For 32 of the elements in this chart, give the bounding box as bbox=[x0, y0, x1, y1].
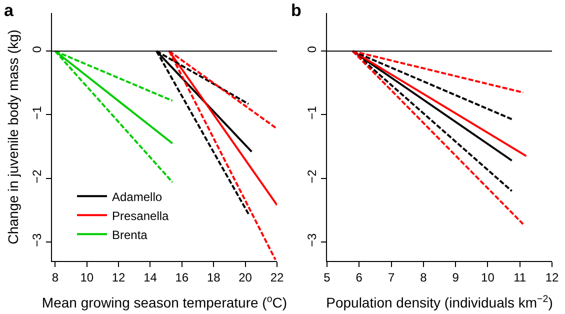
x-tick-label: 8 bbox=[420, 270, 428, 284]
y-tick-label: −2 bbox=[305, 169, 320, 184]
x-tick-label: 9 bbox=[452, 270, 460, 284]
x-tick-label: 20 bbox=[238, 270, 252, 284]
x-tick-label: 10 bbox=[481, 270, 495, 284]
x-tick-label: 18 bbox=[206, 270, 221, 284]
x-axis-title: Mean growing season temperature ($^{o}$C) bbox=[42, 294, 288, 311]
y-tick-label: 0 bbox=[305, 46, 320, 53]
y-tick-label: −3 bbox=[305, 232, 320, 247]
x-tick-label: 7 bbox=[388, 270, 395, 284]
y-tick-label: −3 bbox=[30, 232, 44, 247]
chart-title: b bbox=[291, 1, 302, 20]
chart-title: a bbox=[4, 1, 14, 20]
legend-label: Adamello bbox=[112, 190, 162, 204]
x-tick-label: 14 bbox=[144, 270, 158, 284]
x-tick-label: 10 bbox=[80, 270, 94, 284]
legend-label: Brenta bbox=[112, 228, 148, 242]
legend-label: Presanella bbox=[112, 208, 170, 223]
x-tick-label: 16 bbox=[175, 270, 189, 284]
x-axis-title: Population density (individuals km$^{−2}$) bbox=[326, 294, 553, 311]
y-tick-label: −1 bbox=[305, 106, 320, 120]
y-tick-label: 0 bbox=[30, 46, 44, 53]
x-tick-label: 5 bbox=[324, 270, 331, 284]
x-tick-label: 11 bbox=[514, 270, 526, 284]
x-tick-label: 12 bbox=[545, 270, 559, 284]
x-tick-label: 6 bbox=[356, 270, 363, 284]
y-tick-label: −1 bbox=[30, 106, 44, 120]
y-axis-title: Change in juvenile body mass (kg) bbox=[4, 30, 21, 244]
x-tick-label: 12 bbox=[112, 270, 126, 284]
x-tick-label: 22 bbox=[270, 270, 284, 284]
x-tick-label: 8 bbox=[52, 270, 59, 284]
y-tick-label: −2 bbox=[30, 169, 44, 184]
